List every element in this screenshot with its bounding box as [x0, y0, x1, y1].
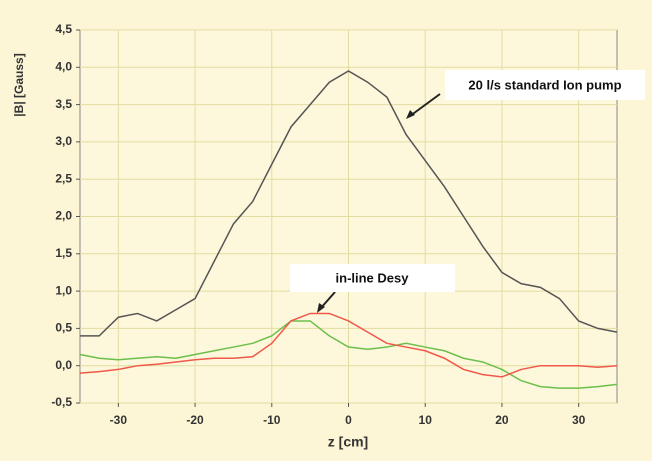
- y-tick-label: 2,0: [55, 209, 72, 223]
- x-tick-label: 10: [419, 413, 433, 427]
- x-tick-label: -30: [110, 413, 128, 427]
- y-tick-label: 2,5: [55, 171, 72, 185]
- x-tick-label: 0: [345, 413, 352, 427]
- y-tick-label: 4,0: [55, 59, 72, 73]
- y-axis-label: |B| [Gauss]: [12, 53, 26, 116]
- x-axis-label: z [cm]: [328, 434, 368, 450]
- y-tick-label: 0,5: [55, 321, 72, 335]
- x-tick-label: -10: [263, 413, 281, 427]
- y-tick-label: 1,0: [55, 283, 72, 297]
- arrow-head: [406, 110, 415, 119]
- y-tick-label: 3,5: [55, 97, 72, 111]
- y-tick-label: -0,5: [51, 395, 72, 409]
- y-tick-label: 0,0: [55, 358, 72, 372]
- x-tick-label: -20: [186, 413, 204, 427]
- annotation-box: [290, 264, 455, 292]
- arrow-head: [317, 303, 325, 313]
- arrow: [409, 93, 441, 117]
- y-tick-label: 1,5: [55, 246, 72, 260]
- y-tick-label: 3,0: [55, 134, 72, 148]
- annotation-box: [445, 70, 645, 100]
- x-tick-label: 30: [572, 413, 586, 427]
- series-line: [80, 70, 618, 337]
- annotation: in-line Desy: [336, 270, 410, 285]
- y-tick-label: 4,5: [55, 22, 72, 36]
- x-tick-label: 20: [495, 413, 509, 427]
- series-line: [79, 320, 618, 389]
- annotation: 20 l/s standard Ion pump: [468, 77, 621, 92]
- series-line: [79, 312, 618, 378]
